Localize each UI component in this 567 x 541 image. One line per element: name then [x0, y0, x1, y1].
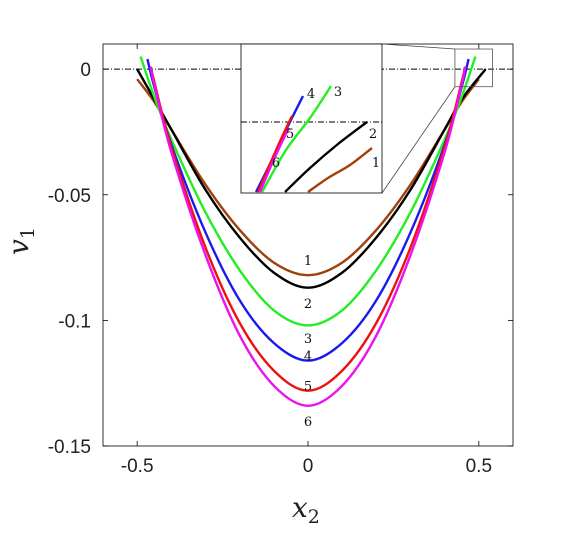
curve-label: 3 [304, 332, 312, 347]
y-tick-label: -0.15 [48, 437, 91, 458]
inset-curve-label: 5 [286, 127, 294, 142]
inset-curve-series-2 [284, 121, 368, 193]
zoom-connector-bottom [381, 86, 456, 194]
curve-series-2 [136, 68, 487, 289]
y-tick-label: -0.1 [58, 311, 91, 332]
curve-series-6 [149, 66, 467, 408]
inset-frame [240, 43, 383, 194]
y-axis-label: v1 [2, 227, 39, 255]
inset-curve-label: 1 [372, 156, 380, 171]
x-tick-label: 0 [303, 456, 314, 477]
inset-curve-series-6 [258, 127, 291, 193]
inset-curve-series-3 [260, 85, 333, 193]
x-axis-label: x2 [292, 491, 320, 528]
inset-curves [241, 85, 382, 193]
curve-label: 2 [304, 297, 312, 312]
curve-series-3 [139, 56, 477, 327]
inset-curve-label: 6 [272, 156, 280, 171]
zoom-connector-top [381, 43, 455, 50]
curve-group [136, 56, 487, 408]
inset-curve-label: 4 [307, 87, 315, 102]
inset-curve-series-1 [307, 147, 373, 193]
curve-label: 1 [304, 254, 312, 269]
x-tick-label: -0.5 [121, 456, 154, 477]
inset: 4 3 5 2 6 1 [240, 43, 383, 194]
curve-series-5 [149, 66, 467, 392]
curve-label: 4 [304, 350, 312, 365]
axis-ticks: -0.5 0 0.5 0 -0.05 -0.1 -0.15 [48, 44, 513, 477]
x-tick-label: 0.5 [466, 456, 492, 477]
inset-curve-label: 3 [334, 85, 342, 100]
inset-curve-label: 2 [369, 127, 377, 142]
zoom-region-box [454, 48, 493, 88]
inset-curve-series-5 [256, 115, 294, 193]
curve-label: 6 [304, 415, 312, 430]
y-tick-label: -0.05 [48, 186, 91, 207]
y-tick-label: 0 [80, 60, 91, 81]
curve-label: 5 [304, 380, 312, 395]
inset-label-group: 4 3 5 2 6 1 [272, 85, 380, 171]
curve-label-group: 1 2 3 4 5 6 [304, 254, 312, 430]
